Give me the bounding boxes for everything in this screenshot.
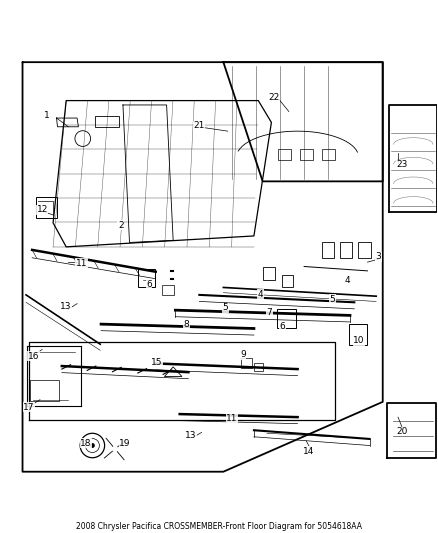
Text: 4: 4 xyxy=(258,289,263,298)
Text: 2: 2 xyxy=(118,221,124,230)
Bar xyxy=(277,309,296,328)
Bar xyxy=(35,197,57,217)
Bar xyxy=(358,243,371,258)
Text: 7: 7 xyxy=(266,308,272,317)
Text: 16: 16 xyxy=(28,351,39,360)
Text: 1: 1 xyxy=(44,111,49,120)
Bar xyxy=(283,275,293,287)
Text: 2008 Chrysler Pacifica CROSSMEMBER-Front Floor Diagram for 5054618AA: 2008 Chrysler Pacifica CROSSMEMBER-Front… xyxy=(76,522,362,531)
Bar xyxy=(95,116,119,127)
Text: 18: 18 xyxy=(80,439,92,448)
Text: 20: 20 xyxy=(397,427,408,436)
Text: 15: 15 xyxy=(151,358,163,367)
Text: 6: 6 xyxy=(146,280,152,289)
Text: 9: 9 xyxy=(240,350,246,359)
Text: 23: 23 xyxy=(397,160,408,169)
Circle shape xyxy=(91,444,94,447)
Text: 11: 11 xyxy=(226,414,238,423)
Text: 21: 21 xyxy=(194,122,205,131)
Bar xyxy=(263,266,275,280)
Text: 5: 5 xyxy=(330,295,336,304)
Text: 3: 3 xyxy=(375,253,381,261)
Bar xyxy=(278,149,291,159)
Text: 13: 13 xyxy=(60,302,71,311)
Text: 8: 8 xyxy=(184,320,189,329)
Text: 17: 17 xyxy=(23,402,35,411)
Text: 10: 10 xyxy=(353,336,364,345)
Text: 12: 12 xyxy=(36,205,48,214)
Bar xyxy=(321,149,335,159)
Bar xyxy=(300,149,313,159)
Text: 11: 11 xyxy=(76,259,87,268)
Bar xyxy=(254,364,263,372)
Text: 22: 22 xyxy=(268,93,279,102)
Text: 4: 4 xyxy=(345,277,350,285)
Text: 13: 13 xyxy=(185,431,196,440)
Bar xyxy=(162,285,174,295)
Text: 14: 14 xyxy=(303,447,314,456)
Bar xyxy=(321,243,334,258)
Bar xyxy=(349,324,367,345)
Text: 5: 5 xyxy=(223,303,229,312)
Bar xyxy=(30,380,59,401)
Bar xyxy=(241,358,252,368)
Bar xyxy=(340,243,352,258)
Text: 19: 19 xyxy=(120,439,131,448)
Bar xyxy=(138,269,155,287)
Text: 6: 6 xyxy=(279,322,285,331)
